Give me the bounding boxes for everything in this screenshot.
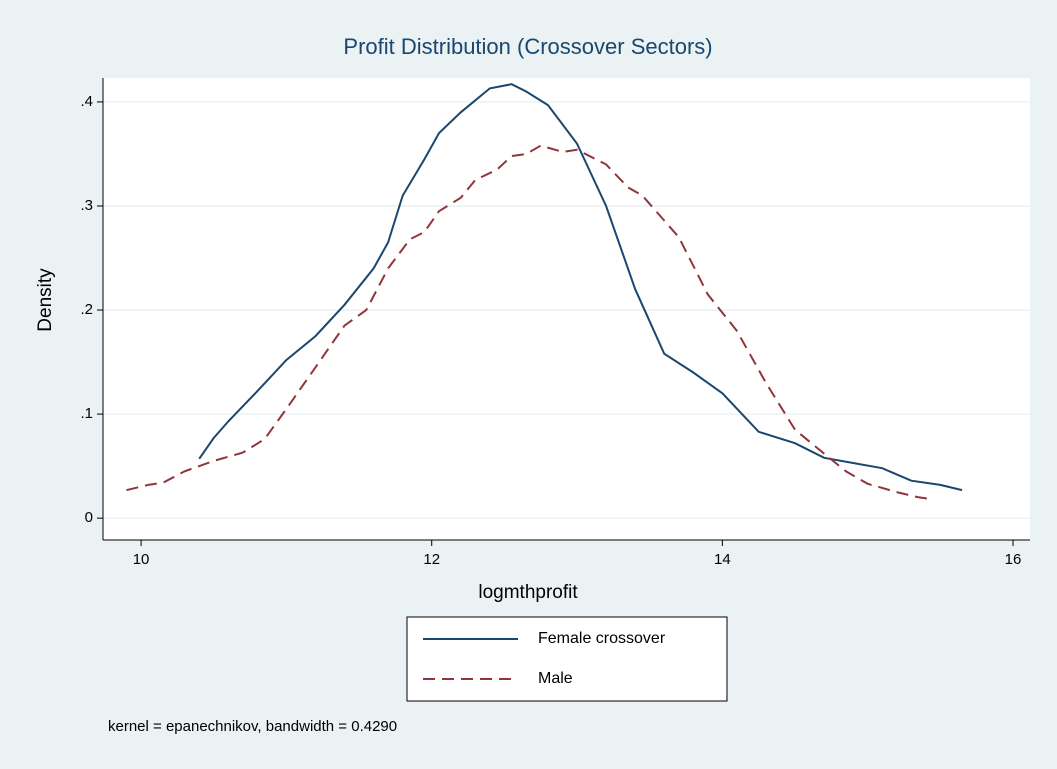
y-tick-label: .3 [80, 197, 93, 214]
legend-label: Male [538, 670, 573, 687]
x-tick-label: 12 [423, 551, 440, 568]
y-axis-title: Density [35, 268, 56, 332]
line-series [198, 83, 963, 492]
chart-title: Profit Distribution (Crossover Sectors) [343, 34, 712, 59]
x-tick-label: 14 [714, 551, 731, 568]
note: kernel = epanechnikov, bandwidth = 0.429… [108, 718, 397, 735]
y-tick-label: .1 [80, 405, 93, 422]
legend-label: Female crossover [538, 630, 666, 647]
y-tick-label: .2 [80, 301, 93, 318]
x-axis-title: logmthprofit [478, 582, 578, 603]
legend-box [406, 616, 728, 702]
y-tick-label: 0 [85, 509, 93, 526]
x-tick-label: 10 [133, 551, 150, 568]
plot-area [103, 78, 1030, 540]
y-tick-label: .4 [80, 93, 93, 110]
x-tick-label: 16 [1005, 551, 1022, 568]
